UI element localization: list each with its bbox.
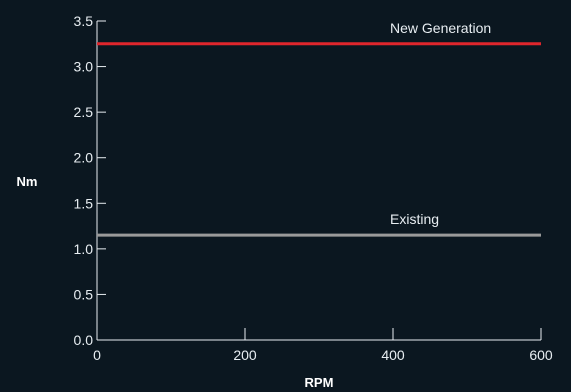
y-tick-label: 2.5 bbox=[74, 104, 94, 120]
y-tick-label: 0.0 bbox=[74, 332, 94, 348]
x-tick-label: 0 bbox=[93, 347, 101, 363]
y-axis-label: Nm bbox=[17, 174, 38, 189]
y-tick-label: 1.0 bbox=[74, 241, 94, 257]
axes bbox=[96, 21, 541, 341]
y-tick-label: 3.0 bbox=[74, 59, 94, 75]
x-ticks: 0 200 400 600 bbox=[93, 328, 553, 363]
y-tick-label: 0.5 bbox=[74, 286, 94, 302]
y-tick-label: 2.0 bbox=[74, 150, 94, 166]
series-layer: New Generation Existing bbox=[97, 20, 541, 237]
series-label: Existing bbox=[390, 211, 439, 227]
series-label: New Generation bbox=[390, 20, 491, 36]
y-tick-label: 3.5 bbox=[74, 13, 94, 29]
y-tick-label: 1.5 bbox=[74, 195, 94, 211]
x-tick-label: 200 bbox=[233, 347, 257, 363]
x-tick-label: 400 bbox=[381, 347, 405, 363]
x-tick-label: 600 bbox=[529, 347, 553, 363]
x-axis-label: RPM bbox=[305, 375, 334, 390]
y-ticks: 0.0 0.5 1.0 1.5 2.0 2.5 3.0 3.5 bbox=[74, 13, 106, 348]
